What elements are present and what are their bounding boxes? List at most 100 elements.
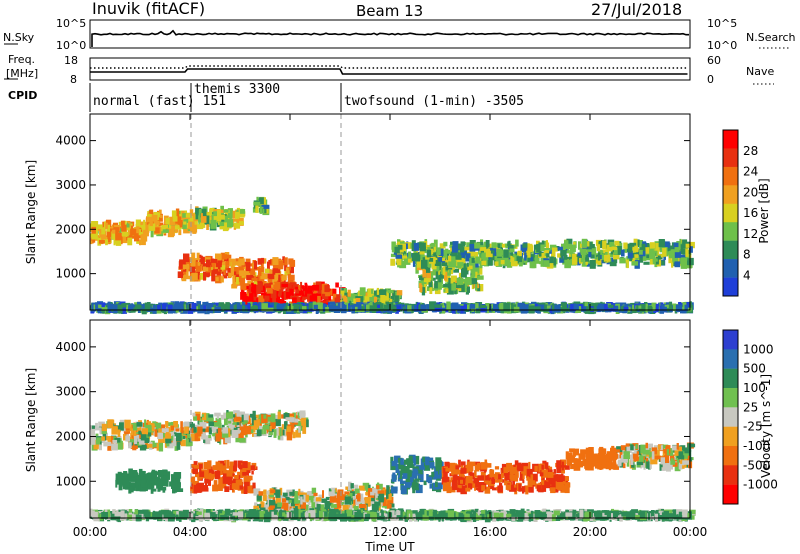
scatter-cell [257,417,265,424]
scatter-cell [572,257,578,265]
scatter-cell [510,251,514,257]
scatter-cell [656,259,662,267]
scatter-cell [353,489,361,499]
nsearch-tick-top: 10^5 [707,17,737,30]
scatter-cell [238,432,244,439]
scatter-cell [219,465,227,471]
scatter-cell [216,485,223,491]
scatter-cell [317,295,321,304]
scatter-cell [285,267,289,274]
scatter-cell [494,261,499,266]
scatter-cell [247,280,253,286]
scatter-cell [301,417,307,426]
scatter-cell [525,253,532,263]
scatter-cell [193,415,197,421]
scatter-cell [565,243,572,249]
scatter-cell [306,492,313,496]
scatter-cell [400,255,407,259]
scatter-cell [145,424,152,432]
scatter-cell [243,485,248,494]
scatter-cell [540,244,545,251]
scatter-cell [367,288,374,297]
scatter-cell [132,475,137,479]
scatter-cell [634,245,638,253]
scatter-cell [470,268,475,274]
scatter-cell [655,243,660,252]
scatter-cell [460,485,467,495]
scatter-cell [376,287,379,295]
scatter-cell [235,274,240,279]
scatter-cell [166,422,172,427]
scatter-cell [435,271,439,280]
scatter-cell [534,257,539,261]
scatter-cell [95,422,98,430]
scatter-cell [199,222,206,228]
scatter-cell [276,271,282,278]
scatter-cell [190,476,196,484]
scatter-cell [395,464,399,473]
scatter-cell [671,258,674,267]
scatter-cell [149,479,152,483]
scatter-cell [415,478,420,482]
scatter-cell [239,304,245,313]
scatter-cell [291,293,299,300]
scatter-cell [661,304,669,309]
scatter-cell [303,494,306,503]
scatter-cell [449,462,456,471]
scatter-cell [171,210,177,219]
scatter-cell [652,258,658,262]
scatter-cell [188,438,192,443]
scatter-cell [124,419,131,429]
scatter-cell [370,501,376,507]
scatter-cell [147,429,152,437]
scatter-cell [372,487,379,494]
scatter-cell [452,480,456,485]
scatter-cell [208,427,212,435]
scatter-cell [340,290,345,298]
scatter-cell [122,476,127,485]
scatter-cell [601,253,605,260]
scatter-cell [668,301,673,311]
scatter-cell [243,283,249,291]
scatter-cell [434,258,442,266]
scatter-cell [657,255,661,260]
scatter-cell [453,474,458,484]
scatter-cell [614,240,620,246]
scatter-cell [166,221,169,228]
scatter-cell [232,261,240,266]
scatter-cell [474,486,477,491]
scatter-cell [385,301,389,305]
scatter-cell [290,501,295,507]
scatter-cell [191,272,198,281]
scatter-cell [680,260,687,269]
scatter-cell [527,248,531,258]
scatter-cell [526,476,530,481]
scatter-cell [413,455,420,465]
scatter-cell [240,466,247,473]
scatter-cell [128,304,135,311]
scatter-cell [136,423,142,433]
scatter-cell [90,240,93,245]
scatter-cell [223,469,227,474]
scatter-cell [534,465,538,472]
velocity-data [90,409,696,523]
scatter-cell [364,304,369,311]
scatter-cell [475,284,478,291]
colorbar-frame [722,129,739,297]
scatter-cell [112,222,118,227]
scatter-cell [273,277,278,282]
scatter-cell [519,471,524,481]
scatter-cell [435,304,441,308]
scatter-cell [191,217,198,226]
scatter-cell [231,284,238,289]
scatter-cell [259,425,263,430]
scatter-cell [214,302,219,310]
scatter-cell [543,250,549,254]
scatter-cell [232,486,235,493]
scatter-cell [205,480,208,489]
scatter-cell [270,290,277,299]
scatter-cell [308,302,313,309]
scatter-cell [544,480,547,487]
scatter-cell [457,262,464,267]
scatter-cell [257,504,263,508]
